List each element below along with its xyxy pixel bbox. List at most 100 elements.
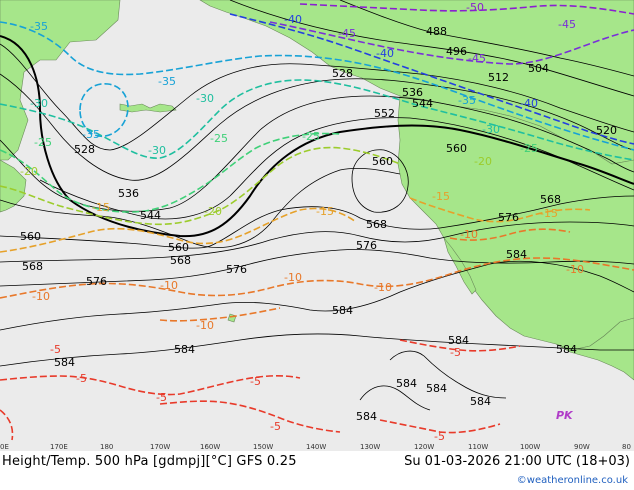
- temp-label: -5: [250, 375, 261, 388]
- height-label: 544: [412, 97, 433, 110]
- height-contour-560-loop: [351, 149, 409, 213]
- height-label: 504: [528, 62, 549, 75]
- tick-150W: 150W: [253, 443, 273, 451]
- height-label: 576: [356, 239, 377, 252]
- temp-label: -30: [148, 144, 166, 157]
- height-contour-584-b: [0, 333, 634, 367]
- height-label: 576: [226, 263, 247, 276]
- land-central-america: [555, 317, 634, 381]
- tick-100W: 100W: [520, 443, 540, 451]
- temp-label: -5: [270, 420, 281, 433]
- temperature-labels: -50 -45 -45 -45 -40 -40 -40 -35 -35 -35 …: [20, 1, 584, 443]
- height-labels: 488 496 504 512 520 528 528 536 536 544 …: [20, 25, 617, 423]
- temp-label: -30: [482, 123, 500, 136]
- tick-180: 180: [100, 443, 113, 451]
- temp-label: -10: [196, 319, 214, 332]
- height-label: 520: [596, 124, 617, 137]
- land-north-america: [397, 95, 634, 351]
- temp-label: -5: [434, 430, 445, 443]
- temp-label: -20: [20, 165, 38, 178]
- temp-label: -30: [30, 97, 48, 110]
- temp-label: -20: [204, 205, 222, 218]
- temp-label: -10: [374, 281, 392, 294]
- land-baja: [443, 237, 477, 295]
- height-label: 584: [448, 334, 469, 347]
- height-label: 584: [556, 343, 577, 356]
- longitude-ticks: 0E 170E 180 170W 160W 150W 140W 130W 120…: [0, 443, 631, 451]
- tick-80: 80: [622, 443, 631, 451]
- land-layer: [0, 0, 634, 381]
- height-label: 584: [174, 343, 195, 356]
- height-contour-536-jet: [0, 35, 634, 238]
- height-label: 560: [372, 155, 393, 168]
- temp-label: -20: [474, 155, 492, 168]
- height-label: 560: [168, 241, 189, 254]
- brand-mark: PK: [556, 409, 574, 422]
- temp-label: -45: [338, 27, 356, 40]
- isotherm-minus5-a: [0, 375, 301, 396]
- tick-120W: 120W: [414, 443, 434, 451]
- temp-label: -15: [432, 190, 450, 203]
- land-kamchatka: [0, 159, 27, 213]
- temp-label: -45: [558, 18, 576, 31]
- temp-label: -25: [210, 132, 228, 145]
- temp-label: -25: [520, 142, 538, 155]
- isotherm-minus10-a: [0, 257, 634, 299]
- height-label: 584: [396, 377, 417, 390]
- tick-130W: 130W: [360, 443, 380, 451]
- height-label: 544: [140, 209, 161, 222]
- temp-label: -25: [302, 130, 320, 143]
- tick-90W: 90W: [574, 443, 590, 451]
- isotherm-minus10-b: [159, 307, 281, 322]
- height-label: 584: [356, 410, 377, 423]
- height-label: 576: [86, 275, 107, 288]
- isotherm-minus5-b: [159, 400, 341, 433]
- temp-label: -35: [158, 75, 176, 88]
- height-label: 584: [54, 356, 75, 369]
- temp-label: -30: [196, 92, 214, 105]
- temp-label: -5: [50, 343, 61, 356]
- temp-label: -5: [76, 372, 87, 385]
- height-contour-584-c: [389, 350, 507, 399]
- height-contour-488: [339, 0, 634, 77]
- temp-label: -5: [156, 391, 167, 404]
- height-label: 560: [446, 142, 467, 155]
- tick-170E: 170E: [50, 443, 68, 451]
- temperature-isotherms: [0, 3, 634, 441]
- isotherm-minus5-e: [379, 419, 501, 434]
- isotherm-minus15-a: [0, 207, 357, 253]
- height-contour-496: [229, 0, 634, 97]
- height-label: 584: [426, 382, 447, 395]
- height-contour-560: [0, 195, 634, 249]
- temp-label: -45: [468, 52, 486, 65]
- temp-label: -25: [34, 136, 52, 149]
- tick-0E: 0E: [0, 443, 9, 451]
- height-label: 528: [332, 67, 353, 80]
- height-label: 536: [118, 187, 139, 200]
- isotherm-minus35-b: [79, 83, 129, 138]
- height-label: 568: [22, 260, 43, 273]
- temp-label: -40: [376, 47, 394, 60]
- isotherm-minus45: [269, 21, 634, 65]
- temp-label: -10: [32, 290, 50, 303]
- isotherm-minus15-b: [409, 197, 591, 223]
- map-footer: Height/Temp. 500 hPa [gdmpj][°C] GFS 0.2…: [0, 451, 634, 490]
- temp-label: -15: [540, 207, 558, 220]
- height-label: 488: [426, 25, 447, 38]
- isotherm-minus5-c: [0, 409, 14, 441]
- temp-label: -40: [520, 97, 538, 110]
- height-label: 536: [402, 86, 423, 99]
- temp-label: -40: [284, 13, 302, 26]
- isotherm-minus50: [299, 3, 634, 15]
- map-title: Height/Temp. 500 hPa [gdmpj][°C] GFS 0.2…: [2, 454, 297, 469]
- isotherm-minus40: [229, 13, 634, 145]
- credit-link[interactable]: ©weatheronline.co.uk: [516, 475, 628, 486]
- height-label: 512: [488, 71, 509, 84]
- tick-110W: 110W: [468, 443, 488, 451]
- isotherm-minus25: [0, 132, 341, 213]
- temp-label: -10: [566, 263, 584, 276]
- temp-label: -10: [160, 279, 178, 292]
- height-contour-568: [0, 221, 634, 263]
